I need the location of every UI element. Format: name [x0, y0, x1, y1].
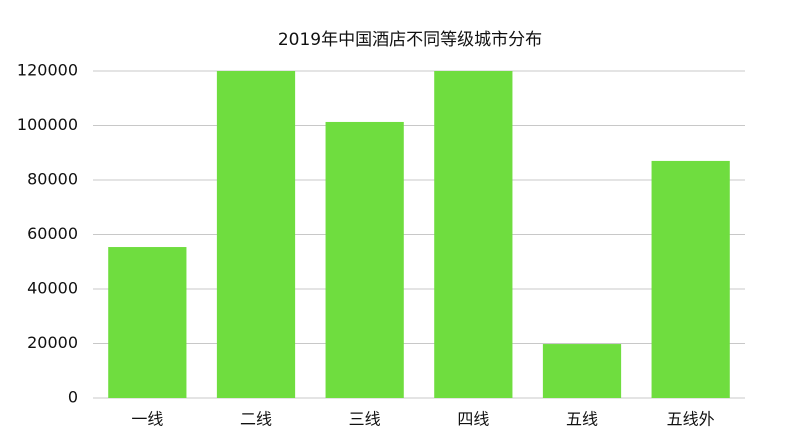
x-tick-label: 四线 — [457, 410, 489, 429]
y-tick-label: 60000 — [27, 224, 78, 243]
bar — [651, 160, 730, 398]
x-tick-label: 二线 — [240, 410, 272, 429]
x-tick-label: 五线外 — [667, 410, 715, 429]
bar — [542, 344, 622, 398]
y-tick-label: 40000 — [27, 279, 78, 298]
bar — [108, 247, 187, 398]
x-tick-label: 五线 — [566, 410, 598, 429]
y-tick-label: 20000 — [27, 333, 78, 352]
y-tick-label: 0 — [68, 388, 78, 407]
y-tick-label: 120000 — [17, 61, 78, 80]
bar — [325, 121, 404, 399]
y-tick-label: 80000 — [27, 170, 78, 189]
bar — [434, 71, 513, 398]
chart-title: 2019年中国酒店不同等级城市分布 — [278, 30, 542, 50]
y-tick-label: 100000 — [17, 115, 78, 134]
x-tick-label: 三线 — [349, 410, 381, 429]
bar — [216, 71, 296, 398]
x-tick-label: 一线 — [131, 410, 163, 429]
